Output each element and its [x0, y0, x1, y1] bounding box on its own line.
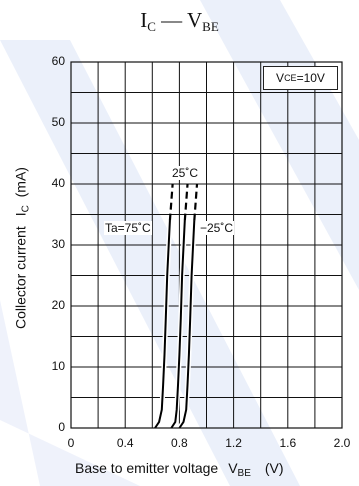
- x-tick-label: 0.8: [171, 436, 188, 450]
- chart-title: IC — VBE: [140, 8, 219, 34]
- series-dashed-extension-1: [183, 183, 189, 221]
- y-axis-label: Collector currentIC (mA): [12, 167, 32, 329]
- x-tick-label: 1.6: [279, 436, 297, 450]
- series-dashed-extension-2: [193, 183, 199, 221]
- series-dashed-extension-0: [168, 183, 174, 221]
- series-line-0: [154, 220, 171, 429]
- watermark-band-3: [0, 300, 140, 486]
- watermark-band-1: [0, 40, 300, 486]
- x-tick-label: 1.2: [225, 436, 242, 450]
- x-tick-label: 2.0: [333, 436, 351, 450]
- y-tick-label: 30: [51, 237, 65, 251]
- grid-lines: [71, 62, 342, 428]
- curves: [152, 183, 199, 430]
- y-tick-label: 50: [51, 115, 65, 129]
- series-label-minus25c: −25˚C: [199, 221, 235, 235]
- plot-frame: [70, 61, 343, 429]
- series-line-1: [170, 220, 186, 429]
- condition-annotation: V CE =10V: [263, 66, 338, 90]
- x-tick-label: 0: [67, 436, 75, 450]
- x-tick-label: 0.4: [116, 436, 134, 450]
- y-tick-label: 20: [51, 298, 65, 312]
- series-label-25c: 25˚C: [171, 166, 200, 180]
- series-label-ta75: Ta=75˚C: [104, 221, 152, 235]
- y-tick-label: 60: [51, 54, 65, 68]
- y-tick-label: 10: [51, 359, 65, 373]
- series-line-2: [178, 220, 196, 429]
- y-tick-label: 40: [51, 176, 65, 190]
- y-tick-label: 0: [58, 420, 65, 434]
- x-axis-label: Base to emitter voltage VBE (V): [75, 460, 284, 479]
